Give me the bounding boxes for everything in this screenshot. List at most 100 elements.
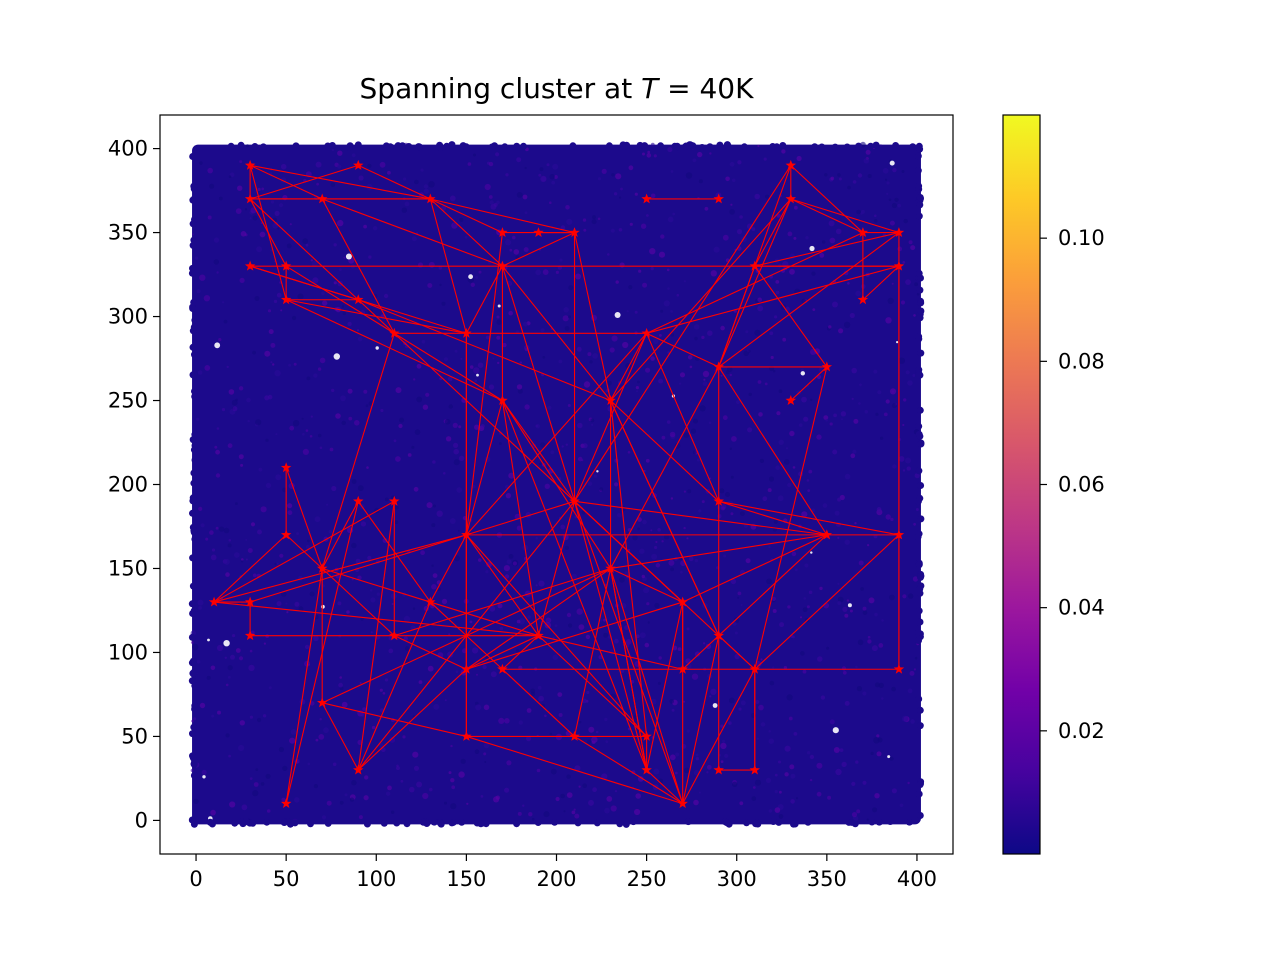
y-tick-label: 300 [108,305,148,329]
field-speck [359,682,362,684]
field-speck [347,388,353,394]
cluster-edge [285,568,323,804]
field-speck [751,227,756,232]
field-speck [791,635,795,639]
field-speck [344,793,348,797]
cluster-edge [573,568,612,737]
field-speck [870,751,874,756]
field-speck [566,774,571,779]
field-speck [276,292,282,298]
field-speck [588,799,594,806]
field-edge-dot [520,142,527,150]
field-speck [439,283,442,287]
field-speck [660,309,664,313]
field-speck [788,716,793,721]
field-speck [830,176,835,181]
field-speck [903,398,907,402]
field-speck [512,561,518,566]
field-edge-dot [189,264,196,272]
field-speck [701,500,705,504]
field-speck [493,202,498,207]
field-speck [669,754,676,761]
cluster-node [533,227,544,238]
field-speck [886,181,890,185]
field-speck [396,764,399,768]
field-speck [249,777,253,780]
field-speck [564,545,570,551]
field-speck [614,790,618,793]
field-speck [318,734,325,740]
field-edge-dot [405,143,413,150]
field-speck [338,682,343,688]
field-speck [380,408,384,413]
cluster-edge [610,567,683,603]
colorbar-tick-label: 0.10 [1058,226,1105,250]
cluster-node [461,529,472,540]
field-speck [575,273,582,280]
cluster-node [244,193,256,204]
field-speck [698,791,701,794]
field-speck [441,598,448,605]
field-speck [213,237,220,243]
field-speck [635,793,641,799]
field-speck [871,645,878,652]
field-speck [754,193,760,200]
cluster-node [893,227,905,238]
field-speck [428,181,435,188]
field-speck [414,179,419,185]
chart-title: Spanning cluster at T = 40K [360,72,755,105]
field-speck [862,610,868,615]
field-speck [217,710,221,715]
field-edge-dot [188,659,196,667]
field-speck [202,775,206,779]
field-speck [703,378,706,381]
field-speck [416,781,423,788]
field-speck [421,339,426,344]
field-speck [530,688,536,694]
field-speck [646,602,650,606]
field-speck [828,325,832,329]
field-speck [441,301,446,306]
field-speck [849,312,855,319]
field-speck [239,277,245,283]
field-speck [686,729,690,733]
field-speck [317,367,322,371]
field-speck [765,194,770,199]
field-speck [448,771,452,775]
field-speck [694,651,701,657]
field-edge-dot [419,818,427,826]
field-speck [908,240,913,245]
field-speck [730,578,737,585]
field-speck [537,685,542,690]
field-speck [395,387,402,394]
cluster-edge [466,635,539,670]
field-speck [268,329,274,335]
field-speck [274,210,280,216]
field-speck [725,258,730,263]
field-speck [552,654,559,661]
field-speck [474,379,478,383]
field-speck [478,558,482,562]
field-speck [810,551,813,554]
field-speck [238,386,244,391]
field-speck [620,669,625,673]
field-speck [536,768,541,773]
field-speck [512,235,516,240]
field-edge-dot [191,316,199,324]
cluster-node [641,327,652,338]
field-speck [737,160,742,165]
field-speck [412,715,415,718]
field-speck [414,429,421,435]
field-speck [252,790,259,797]
field-speck [816,762,823,769]
x-tick-label: 350 [807,867,847,891]
field-speck [877,390,882,395]
field-speck [724,753,729,759]
field-speck [760,722,766,727]
field-speck [740,604,743,606]
field-speck [560,225,566,230]
field-speck [674,771,678,775]
field-speck [226,365,229,369]
field-speck [362,707,367,712]
field-speck [255,419,262,426]
